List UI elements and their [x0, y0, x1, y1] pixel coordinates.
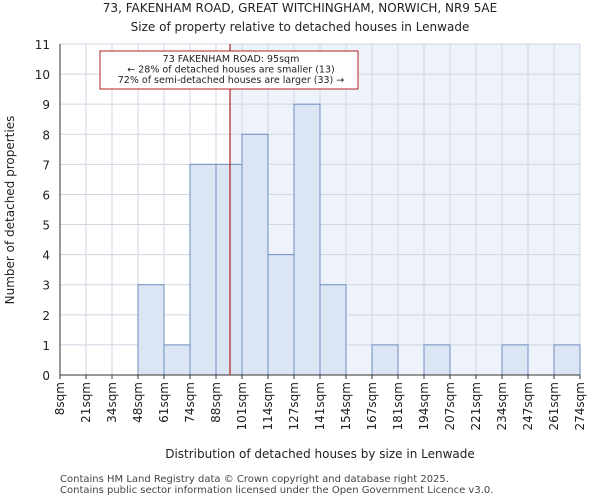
y-tick-label: 9: [42, 98, 50, 112]
x-tick-label: 154sqm: [339, 382, 353, 430]
plot-area: 0 1 2 3 4 5 6 7 8 9 10 11 8sqm 21sqm 34sqm 48sqm 61sqm 74…: [35, 38, 587, 430]
y-tick-label: 0: [42, 369, 50, 383]
y-tick-label: 4: [42, 249, 50, 263]
x-tick-label: 207sqm: [443, 382, 457, 430]
histogram-bar: [267, 254, 295, 376]
x-tick-label: 61sqm: [157, 382, 171, 423]
x-tick-label: 141sqm: [313, 382, 327, 430]
y-tick-label: 11: [35, 38, 50, 52]
annotation-text: 73 FAKENHAM ROAD: 95sqm: [163, 54, 300, 65]
footer-copyright: Contains HM Land Registry data © Crown c…: [60, 474, 449, 485]
footer-licence: Contains public sector information licen…: [60, 485, 494, 496]
annotation-box: [99, 50, 359, 90]
y-tick-label: 8: [42, 128, 50, 142]
x-tick-label: 167sqm: [365, 382, 379, 430]
x-tick-label: 34sqm: [105, 382, 119, 423]
histogram-bar: [423, 344, 451, 376]
y-tick-label: 7: [42, 158, 50, 172]
histogram-bar: [501, 344, 529, 376]
x-tick-label: 247sqm: [521, 382, 535, 430]
x-axis-label: Distribution of detached houses by size …: [165, 447, 475, 461]
x-tick-label: 21sqm: [79, 382, 93, 423]
histogram-bar: [553, 344, 581, 376]
x-tick-label: 181sqm: [391, 382, 405, 430]
y-tick-label: 1: [42, 339, 50, 353]
y-tick-label: 2: [42, 309, 50, 323]
x-tick-label: 114sqm: [261, 382, 275, 430]
histogram-bar: [189, 163, 217, 376]
histogram-bar: [293, 103, 321, 376]
histogram-bar: [241, 133, 269, 376]
x-tick-label: 8sqm: [53, 382, 67, 415]
x-tick-label: 101sqm: [235, 382, 249, 430]
x-tick-label: 274sqm: [573, 382, 587, 430]
y-tick-label: 5: [42, 219, 50, 233]
y-tick-label: 10: [35, 68, 50, 82]
annotation-text: ← 28% of detached houses are smaller (13…: [127, 65, 334, 76]
x-tick-label: 74sqm: [183, 382, 197, 423]
x-tick-label: 127sqm: [287, 382, 301, 430]
y-tick-label: 3: [42, 279, 50, 293]
histogram-bar: [215, 163, 243, 376]
y-tick-label: 6: [42, 188, 50, 202]
x-tick-label: 48sqm: [131, 382, 145, 423]
x-tick-label: 194sqm: [417, 382, 431, 430]
y-axis-label: Number of detached properties: [3, 116, 17, 305]
x-tick-label: 88sqm: [209, 382, 223, 423]
x-tick-label: 234sqm: [495, 382, 509, 430]
x-tick-label: 261sqm: [547, 382, 561, 430]
histogram-bar: [137, 284, 165, 376]
chart-title: 73, FAKENHAM ROAD, GREAT WITCHINGHAM, NO…: [103, 1, 497, 15]
annotation-text: 72% of semi-detached houses are larger (…: [118, 75, 345, 86]
x-tick-label: 221sqm: [469, 382, 483, 430]
histogram-bar: [371, 344, 399, 376]
histogram-bar: [319, 284, 347, 376]
chart-subtitle: Size of property relative to detached ho…: [131, 20, 470, 34]
histogram-bar: [163, 344, 191, 376]
